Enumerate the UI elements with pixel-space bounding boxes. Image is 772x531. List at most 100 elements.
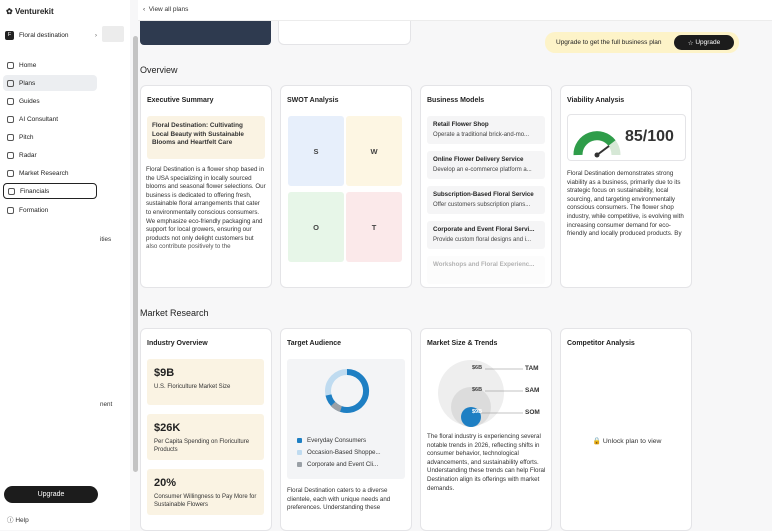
workspace-icon: F (5, 31, 14, 40)
workspace-switcher[interactable]: F Floral destination › (5, 28, 97, 43)
nav-item[interactable]: Home (3, 57, 97, 73)
partial-label: ities (100, 236, 112, 243)
help-link[interactable]: ⓘ Help (7, 517, 29, 524)
legend-item: Occasion-Based Shoppe... (297, 449, 381, 456)
unlock-link[interactable]: 🔒 Unlock plan to view (592, 438, 662, 445)
stat-value: 20% (154, 477, 177, 489)
stat-label: Consumer Willingness to Pay More for Sus… (154, 494, 257, 508)
circle-value: $6B (471, 387, 483, 393)
collapse-button[interactable] (102, 26, 124, 42)
swot-cell: S (288, 116, 344, 186)
swot-cell: O (288, 192, 344, 262)
back-label[interactable]: View all plans (148, 6, 189, 13)
nav-icon (7, 79, 14, 87)
highlight-box: Floral Destination: Cultivating Local Be… (147, 116, 265, 159)
card-title: Industry Overview (147, 340, 208, 347)
nav-icon (7, 151, 14, 159)
model-name: Subscription-Based Floral Service (433, 191, 534, 198)
gauge-hub (594, 152, 600, 158)
brand[interactable]: ✿ Venturekit (6, 7, 54, 16)
nav-label[interactable]: AI Consultant (19, 115, 59, 123)
industry-overview-card[interactable]: Industry Overview $9B U.S. Floriculture M… (140, 328, 272, 531)
nav-label[interactable]: Guides (19, 97, 40, 105)
unlock-label[interactable]: Unlock plan to view (602, 438, 662, 445)
nav-label[interactable]: Radar (19, 151, 37, 159)
model-name: Retail Flower Shop (433, 121, 489, 128)
legend-swatch (297, 462, 302, 467)
nav-icon (7, 206, 14, 214)
nav-item[interactable]: Financials (3, 183, 97, 199)
nav-label[interactable]: Home (19, 61, 37, 69)
card-title: SWOT Analysis (287, 97, 339, 104)
viability-card[interactable]: Viability Analysis 85/100 Floral Destina… (560, 85, 692, 288)
nav-label[interactable]: Pitch (19, 133, 34, 141)
swot-card[interactable]: SWOT Analysis S W O T (280, 85, 412, 288)
legend-label: Corporate and Event Cli... (307, 461, 379, 468)
upgrade-label[interactable]: Upgrade (37, 491, 65, 498)
nav-item[interactable]: AI Consultant (3, 111, 97, 127)
stat-label: U.S. Floriculture Market Size (154, 384, 231, 390)
upgrade-button[interactable]: Upgrade (4, 486, 98, 503)
swot-cell: T (346, 192, 402, 262)
help-label[interactable]: Help (15, 517, 29, 524)
workspace-name[interactable]: Floral destination (19, 32, 69, 39)
donut-segment (330, 401, 343, 412)
nav-item[interactable]: Market Research (3, 165, 97, 181)
card-title: Market Size & Trends (427, 340, 498, 347)
business-model[interactable]: Subscription-Based Floral Service Offer c… (427, 186, 545, 214)
legend-item: Corporate and Event Cli... (297, 461, 378, 468)
stat-box: $26K Per Capita Spending on Floriculture … (147, 414, 264, 460)
market-size-card[interactable]: Market Size & Trends The floral industry… (420, 328, 552, 531)
legend-swatch (297, 450, 302, 455)
card-title: Viability Analysis (567, 97, 625, 104)
viability-text: Floral Destination demonstrates strong v… (567, 170, 684, 238)
nav-label[interactable]: Financials (20, 187, 50, 195)
back-link[interactable]: ‹ View all plans (143, 6, 189, 13)
card-title: Competitor Analysis (567, 340, 635, 347)
audience-panel (287, 359, 405, 479)
legend-label: Everyday Consumers (307, 437, 367, 444)
nav-item[interactable]: Plans (3, 75, 97, 91)
banner-upgrade-button[interactable]: ☆ Upgrade (674, 35, 734, 50)
target-audience-card[interactable]: Target Audience Floral Destination cater… (280, 328, 412, 531)
stat-value: $26K (154, 422, 181, 434)
nav-label[interactable]: Formation (19, 206, 49, 214)
highlight-text: Floral Destination: Cultivating Local Be… (152, 122, 244, 147)
nav-item[interactable]: Guides (3, 93, 97, 109)
sidebar: ✿ Venturekit F Floral destination › itie… (0, 0, 130, 530)
legend-label: Occasion-Based Shoppe... (307, 449, 381, 456)
executive-summary-card[interactable]: Executive Summary Floral Destination: Cu… (140, 85, 272, 288)
stat-box: 20% Consumer Willingness to Pay More for … (147, 469, 264, 515)
stat-value: $9B (154, 367, 175, 379)
chevron: › (94, 32, 97, 39)
business-models-card[interactable]: Business Models Retail Flower Shop Operat… (420, 85, 552, 288)
business-model[interactable]: Workshops and Floral Experienc... (427, 256, 545, 284)
stat-label: Per Capita Spending on Floriculture Prod… (154, 439, 250, 453)
legend-swatch (297, 438, 302, 443)
brand-name[interactable]: Venturekit (14, 7, 54, 16)
market-trends-text: The floral industry is experiencing seve… (427, 433, 546, 492)
section-heading: Overview (140, 65, 178, 75)
business-model[interactable]: Retail Flower Shop Operate a traditional … (427, 116, 545, 144)
model-desc: Provide custom floral designs and i... (433, 237, 532, 243)
nav-item[interactable]: Pitch (3, 129, 97, 145)
nav-item[interactable]: Formation (3, 202, 97, 218)
business-model[interactable]: Online Flower Delivery Service Develop an… (427, 151, 545, 179)
donut (325, 368, 370, 413)
model-name: Corporate and Event Floral Servi... (433, 226, 535, 233)
som-circle (461, 407, 481, 427)
nav-item[interactable]: Radar (3, 147, 97, 163)
scrollbar[interactable] (133, 36, 138, 472)
model-name: Online Flower Delivery Service (433, 156, 524, 163)
nav-label[interactable]: Market Research (19, 169, 69, 177)
nav-icon (7, 97, 14, 105)
banner-upgrade-label[interactable]: Upgrade (695, 39, 721, 46)
partial-label: nent (100, 401, 113, 408)
section-heading: Market Research (140, 308, 209, 318)
card-title: Business Models (427, 97, 485, 104)
nav-label[interactable]: Plans (19, 79, 36, 87)
business-model[interactable]: Corporate and Event Floral Servi... Provi… (427, 221, 545, 249)
model-desc: Operate a traditional brick-and-mo... (433, 132, 530, 138)
competitor-card[interactable]: Competitor Analysis 🔒 Unlock plan to vie… (560, 328, 692, 531)
